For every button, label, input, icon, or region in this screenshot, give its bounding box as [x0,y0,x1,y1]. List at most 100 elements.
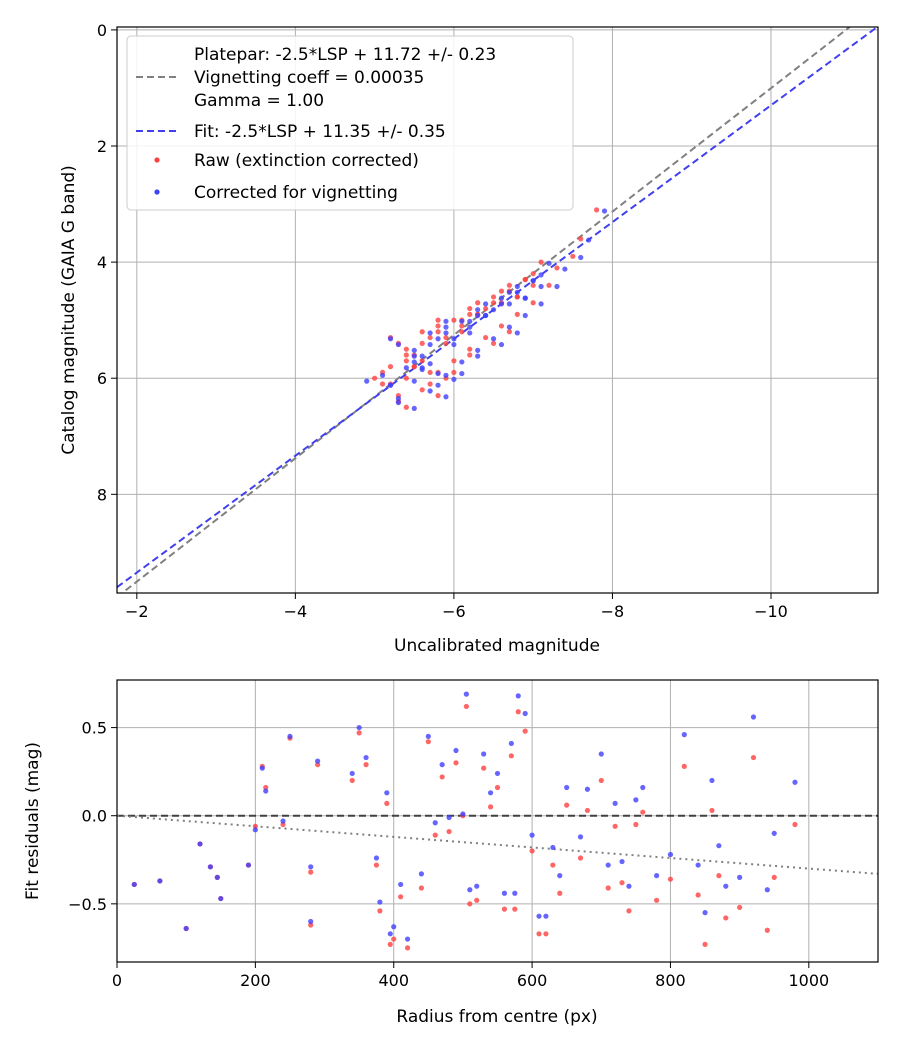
corrected-data-point [586,237,592,243]
raw-data-point [515,709,521,715]
bottom-x-axis-label: Radius from centre (px) [396,1007,597,1027]
corrected-data-point [483,301,489,307]
legend-entry-label: Raw (extinction corrected) [194,151,419,171]
corrected-data-point [506,301,512,307]
raw-data-point [419,358,425,364]
raw-data-point [377,908,383,914]
raw-data-point [498,323,505,329]
corrected-data-point [530,278,536,284]
raw-data-point [681,763,687,769]
y-tick-label: 0.0 [82,807,107,826]
raw-data-point [481,765,487,771]
raw-data-point [792,821,798,828]
raw-data-point [557,890,563,896]
corrected-data-point [515,693,521,699]
corrected-data-point [435,336,441,342]
raw-data-point [483,305,489,312]
y-tick-label: 6 [97,369,107,388]
corrected-data-point [601,208,608,214]
corrected-data-point [427,361,433,367]
raw-data-point [598,777,604,784]
raw-data-point [427,369,433,376]
corrected-data-point [427,341,433,348]
raw-data-point [514,294,520,300]
raw-data-point [546,282,552,288]
bottom-scatter-points [131,691,798,951]
raw-data-point [403,346,409,352]
corrected-data-point [709,777,715,784]
corrected-data-point [557,873,563,879]
raw-data-point [709,807,715,814]
raw-data-point [536,931,542,937]
corrected-data-point [131,881,137,888]
corrected-data-point [443,330,449,336]
raw-data-point [490,300,497,306]
corrected-data-point [443,318,449,324]
corrected-data-point [522,295,528,301]
raw-data-point [419,329,425,335]
corrected-data-point [514,289,520,295]
raw-data-point [487,804,494,810]
raw-data-point [498,288,505,294]
corrected-data-point [506,289,512,295]
corrected-data-point [538,283,544,290]
corrected-data-point [280,818,286,824]
corrected-data-point [667,851,674,858]
raw-data-point [605,885,611,891]
raw-data-point [467,305,473,312]
corrected-data-point [512,890,518,896]
raw-data-point [403,352,409,358]
raw-data-point [427,381,433,387]
corrected-data-point [356,724,362,731]
raw-data-point [467,901,473,907]
corrected-data-point [404,936,411,942]
corrected-data-point [640,784,646,791]
raw-data-point [411,364,417,370]
raw-data-point [654,897,660,903]
corrected-data-point [619,858,625,865]
raw-data-point [702,941,708,947]
raw-data-point [391,936,397,942]
corrected-data-point [501,890,508,896]
raw-data-point [737,904,743,910]
corrected-data-point [475,307,481,313]
raw-data-point [451,358,457,364]
corrected-data-point [463,691,469,697]
corrected-data-point [411,378,417,384]
legend-marker-swatch [154,157,160,163]
y-tick-label: 8 [97,485,107,504]
corrected-data-point [427,330,433,336]
corrected-data-point [451,336,457,342]
raw-data-point [506,282,512,288]
corrected-data-point [403,365,409,371]
raw-data-point [529,848,535,854]
corrected-data-point [418,871,424,877]
raw-data-point [387,941,393,947]
top-y-axis-label: Catalog magnitude (GAIA G band) [59,165,79,455]
corrected-data-point [584,786,591,792]
corrected-data-point [315,758,321,764]
corrected-data-point [439,762,445,768]
bottom-ticks: 0 200 400 600 800 1000 0.5 0.0 −0.5 [68,719,829,990]
raw-data-point [432,832,438,838]
corrected-data-point [654,873,660,879]
corrected-data-point [598,751,604,757]
raw-data-point [308,869,314,875]
raw-data-point [387,364,394,370]
raw-data-point [667,876,674,882]
corrected-data-point [157,878,163,884]
raw-data-point [577,855,584,861]
raw-data-point [467,311,473,317]
raw-data-point [425,739,431,745]
top-fit-lines [117,27,878,593]
corrected-data-point [723,883,729,889]
raw-data-point [463,703,469,710]
corrected-data-point [411,359,417,365]
corrected-data-point [529,832,535,838]
corrected-data-point [384,790,390,796]
corrected-data-point [750,714,757,720]
raw-data-point [418,885,424,891]
corrected-data-point [387,336,394,342]
corrected-data-point [483,312,489,319]
corrected-data-point [425,733,431,740]
